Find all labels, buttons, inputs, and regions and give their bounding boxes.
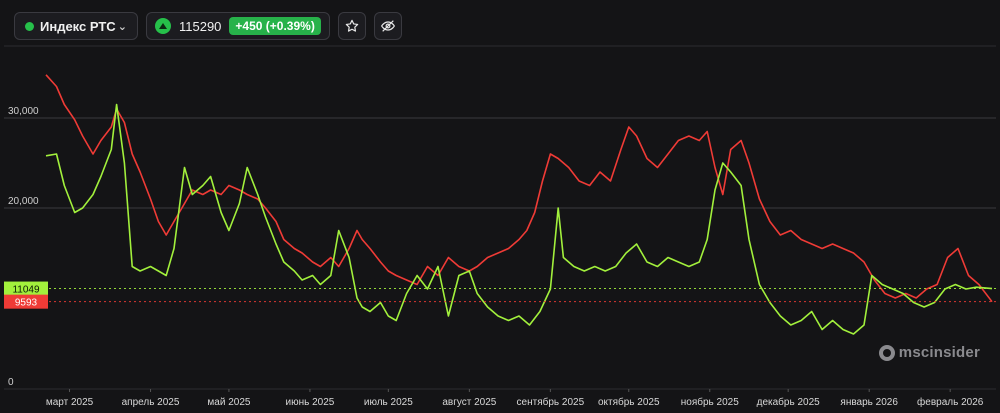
x-tick-label: март 2025 bbox=[46, 397, 94, 408]
hide-button[interactable] bbox=[373, 12, 402, 40]
x-tick-label: май 2025 bbox=[207, 397, 250, 408]
eye-off-icon bbox=[380, 20, 395, 32]
x-tick-label: апрель 2025 bbox=[122, 397, 180, 408]
x-tick-label: декабрь 2025 bbox=[757, 396, 821, 408]
y-tick-label: 30,000 bbox=[8, 106, 39, 117]
x-tick-label: июнь 2025 bbox=[286, 397, 335, 408]
x-tick-label: ноябрь 2025 bbox=[681, 396, 739, 408]
series-line-1 bbox=[45, 103, 993, 335]
chart-toolbar: Индекс РТС ⌄ 115290 +450 (+0.39%) bbox=[14, 12, 402, 40]
x-tick-label: сентябрь 2025 bbox=[517, 396, 585, 408]
x-tick-label: август 2025 bbox=[442, 397, 496, 408]
star-icon bbox=[345, 19, 359, 32]
up-triangle-icon bbox=[155, 18, 171, 34]
price-display: 115290 +450 (+0.39%) bbox=[146, 12, 330, 40]
current-value-layer: 11049 9593 bbox=[4, 281, 996, 309]
current-value-label-1: 11049 bbox=[12, 285, 40, 296]
x-axis: март 2025 апрель 2025 май 2025 июнь 2025 июл… bbox=[46, 389, 984, 408]
price-value: 115290 bbox=[179, 18, 222, 34]
instrument-status-dot bbox=[25, 21, 34, 31]
x-tick-label: октябрь 2025 bbox=[598, 396, 660, 408]
current-value-label-0: 9593 bbox=[15, 298, 38, 309]
x-tick-label: январь 2026 bbox=[840, 397, 898, 408]
x-tick-label: февраль 2026 bbox=[917, 396, 984, 408]
instrument-name-wrap: Индекс РТС bbox=[25, 19, 116, 34]
watermark-logo: mscinsider bbox=[878, 344, 980, 361]
y-tick-label: 0 bbox=[8, 377, 14, 388]
instrument-selector[interactable]: Индекс РТС ⌄ bbox=[14, 12, 138, 40]
grid-layer: 0 20,000 30,000 bbox=[4, 45, 996, 390]
change-badge: +450 (+0.39%) bbox=[229, 17, 321, 35]
series-line-0 bbox=[45, 74, 993, 303]
instrument-name: Индекс РТС bbox=[40, 18, 116, 34]
chevron-down-icon: ⌄ bbox=[117, 20, 127, 33]
mscinsider-logo-icon bbox=[878, 344, 895, 361]
favorite-button[interactable] bbox=[337, 12, 366, 40]
watermark-text: mscinsider bbox=[898, 344, 980, 361]
current-value-badge-0 bbox=[4, 294, 48, 309]
current-value-badge-1 bbox=[4, 281, 48, 296]
series-layer bbox=[45, 74, 993, 335]
y-tick-label: 20,000 bbox=[8, 196, 39, 207]
x-tick-label: июль 2025 bbox=[364, 397, 413, 408]
